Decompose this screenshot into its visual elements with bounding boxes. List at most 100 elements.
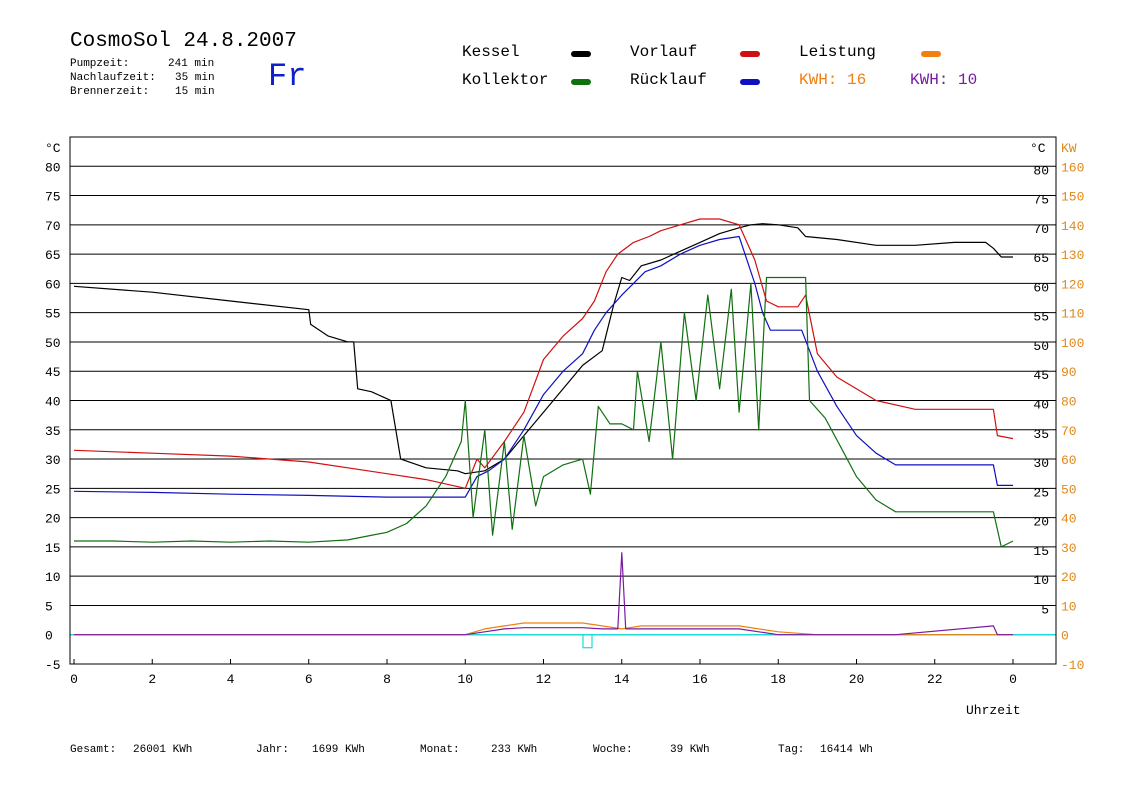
pumpzeit-value: 241 min [168,58,215,70]
footer-tag-label: Tag: [778,744,805,756]
legend-leistung-swatch [921,51,941,57]
series-line-kwh-10 [74,552,1013,636]
x-tick-label: 8 [383,672,391,687]
y-kw-tick-label: 120 [1061,277,1084,292]
y-left-tick-label: 50 [45,336,61,351]
y-left-tick-label: 40 [45,395,61,410]
y-left-tick-label: 70 [45,219,61,234]
y-left-tick-label: 5 [45,599,53,614]
legend-kollektor-label: Kollektor [462,71,549,89]
y-kw-tick-label: 40 [1061,512,1077,527]
y-right-tick-label: 75 [1033,193,1049,208]
x-tick-label: 12 [536,672,552,687]
y-kw-tick-label: 100 [1061,336,1084,351]
x-axis-label: Uhrzeit [966,703,1021,718]
y-right-tick-label: 30 [1033,456,1049,471]
y-right-tick-label: 60 [1033,280,1049,295]
y-left-tick-label: 0 [45,629,53,644]
y-kw-tick-label: 110 [1061,307,1084,322]
y-kw-tick-label: 0 [1061,629,1069,644]
series-line-kessel [73,223,1013,475]
y-kw-tick-label: 30 [1061,541,1077,556]
y-left-tick-label: 35 [45,424,61,439]
y-left-tick-label: 45 [45,365,61,380]
y-left-tick-label: 10 [45,570,61,585]
footer-gesamt-value: 26001 KWh [133,744,193,756]
y-right-tick-label: 50 [1033,339,1049,354]
x-tick-label: 22 [927,672,943,687]
x-tick-label: 14 [614,672,630,687]
y-right-tick-label: 65 [1033,251,1049,266]
y-right-tick-label: 80 [1033,163,1049,178]
y-kw-tick-label: 90 [1061,365,1077,380]
y-right-tick-label: 5 [1041,602,1049,617]
y-kw-tick-label: 80 [1061,395,1077,410]
y-kw-unit: KW [1061,141,1077,156]
y-kw-tick-label: 50 [1061,482,1077,497]
y-left-tick-label: 60 [45,277,61,292]
footer-monat-value: 233 KWh [491,744,538,756]
legend-kessel-label: Kessel [462,43,520,61]
x-tick-label: 4 [227,672,235,687]
footer-monat-label: Monat: [420,744,460,756]
legend-ruecklauf-swatch [740,79,760,85]
x-tick-label: 16 [692,672,708,687]
y-left-tick-label: 75 [45,190,61,205]
footer-jahr-label: Jahr: [256,744,290,756]
x-tick-label: 10 [457,672,473,687]
y-right-tick-label: 20 [1033,515,1049,530]
y-left-tick-label: 30 [45,453,61,468]
legend-kessel-swatch [571,51,591,57]
baseline-marker [582,634,593,649]
y-kw-tick-label: 160 [1061,160,1084,175]
footer-woche-label: Woche: [593,744,633,756]
x-tick-label: 18 [770,672,786,687]
brennerzeit-value: 15 min [175,86,215,98]
series-line-leistung [74,622,1013,636]
x-tick-label: 20 [849,672,865,687]
y-left-tick-label: 55 [45,307,61,322]
y-left-tick-label: 80 [45,160,61,175]
y-right-tick-label: 40 [1033,398,1049,413]
y-kw-tick-label: 60 [1061,453,1077,468]
y-kw-tick-label: -10 [1061,658,1084,673]
nachlaufzeit-value: 35 min [175,72,215,84]
series-line-kollektor [74,276,1014,548]
y-right-tick-label: 10 [1033,573,1049,588]
y-kw-tick-label: 130 [1061,248,1084,263]
brennerzeit-label: Brennerzeit: [70,86,150,98]
y-right-tick-label: 25 [1033,485,1049,500]
y-right-tick-label: 70 [1033,222,1049,237]
legend-kwh2-label: KWH: 10 [910,71,978,89]
x-tick-label: 0 [70,672,78,687]
y-left-tick-label: 65 [45,248,61,263]
chart-title: CosmoSol 24.8.2007 [70,30,297,53]
y-right-unit: °C [1030,141,1046,156]
series-line-vorlauf [73,218,1014,489]
x-tick-label: 6 [305,672,313,687]
legend-kollektor-swatch [571,79,591,85]
nachlaufzeit-label: Nachlaufzeit: [70,72,156,84]
y-kw-tick-label: 10 [1061,599,1077,614]
pumpzeit-label: Pumpzeit: [70,58,130,70]
x-tick-label: 2 [148,672,156,687]
legend-kwh1-label: KWH: 16 [799,71,867,89]
footer-jahr-value: 1699 KWh [312,744,365,756]
y-left-tick-label: 20 [45,512,61,527]
y-left-tick-label: 25 [45,482,61,497]
legend-vorlauf-swatch [740,51,760,57]
y-right-tick-label: 55 [1033,310,1049,325]
series-line-r-cklauf [73,235,1013,498]
y-right-tick-label: 45 [1033,368,1049,383]
footer-woche-value: 39 KWh [670,744,710,756]
legend-leistung-label: Leistung [799,43,876,61]
legend-ruecklauf-label: Rücklauf [630,71,707,89]
footer-tag-value: 16414 Wh [820,744,873,756]
x-tick-label: 0 [1009,672,1017,687]
y-right-tick-label: 15 [1033,544,1049,559]
plot-frame [69,136,1057,665]
y-left-unit: °C [45,141,61,156]
y-left-tick-label: 15 [45,541,61,556]
y-kw-tick-label: 20 [1061,570,1077,585]
